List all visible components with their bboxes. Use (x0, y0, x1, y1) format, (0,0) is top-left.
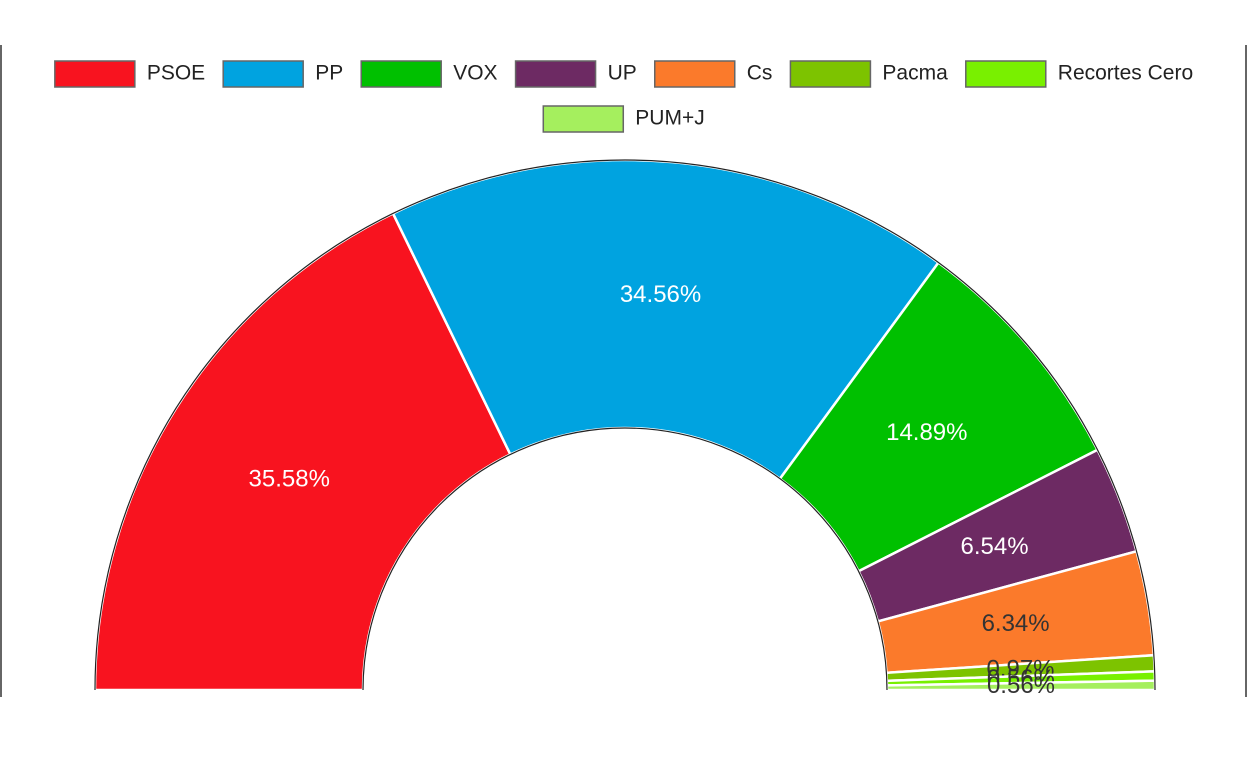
value-label: 34.56% (620, 281, 701, 308)
legend-item: Recortes Cero (965, 60, 1193, 88)
value-label: 6.34% (982, 610, 1050, 637)
legend-swatch (542, 105, 625, 133)
value-label: 6.54% (961, 533, 1029, 560)
legend-label: PSOE (147, 62, 205, 85)
value-label: 0.56% (987, 672, 1055, 699)
legend-label: PP (315, 62, 343, 85)
legend-item: PP (222, 60, 343, 88)
legend-swatch (965, 60, 1047, 88)
legend-item: Pacma (789, 60, 948, 88)
legend-item: VOX (360, 60, 498, 88)
legend-label: Pacma (882, 62, 948, 85)
legend-label: UP (608, 62, 637, 85)
legend-swatch (54, 60, 136, 88)
legend-label: VOX (453, 62, 497, 85)
value-label: 35.58% (249, 465, 330, 492)
legend-item: PUM+J (542, 105, 705, 133)
plot: 35.58%34.56%14.89%6.54%6.34%0.97%0.56%0.… (93, 158, 1157, 699)
legend: PSOE PP VOX UP Cs Pacma Recortes Cero PUM+J (54, 60, 1193, 133)
legend-label: PUM+J (635, 107, 704, 130)
legend-swatch (222, 60, 304, 88)
legend-item: PSOE (54, 60, 205, 88)
legend-swatch (360, 60, 442, 88)
inner-edge (362, 427, 888, 691)
legend-item: Cs (654, 60, 773, 88)
legend-item: UP (514, 60, 637, 88)
outer-edge (94, 159, 1156, 691)
legend-swatch (514, 60, 597, 88)
legend-label: Recortes Cero (1058, 62, 1193, 85)
value-label: 14.89% (886, 419, 967, 446)
legend-swatch (789, 60, 872, 88)
legend-label: Cs (747, 62, 773, 85)
legend-swatch (654, 60, 736, 88)
